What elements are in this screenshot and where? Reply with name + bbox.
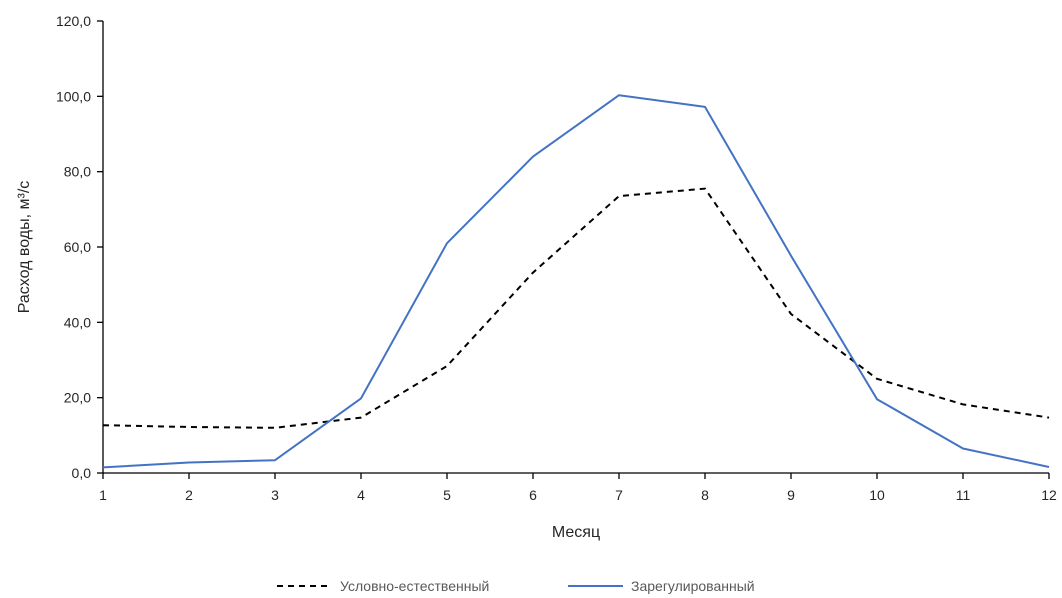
y-tick-label: 100,0	[56, 88, 91, 104]
series-line-1	[102, 187, 1050, 429]
y-tick-label: 80,0	[64, 164, 91, 180]
x-tick-label: 5	[443, 487, 451, 503]
x-tick-label: 4	[357, 487, 365, 503]
x-tick-label: 8	[701, 487, 709, 503]
y-tick-label: 0,0	[72, 465, 92, 481]
y-tick-label: 120,0	[56, 13, 91, 29]
x-tick-label: 7	[615, 487, 623, 503]
x-tick-label: 3	[271, 487, 279, 503]
y-ticks: 0,0 20,0 40,0 60,0 80,0 100,0 120,0	[56, 13, 103, 481]
series-line-2	[102, 94, 1050, 469]
legend-label-series-2: Зарегулированный	[631, 578, 755, 594]
x-tick-label: 11	[956, 487, 971, 503]
legend-label-series-1: Условно-естественный	[340, 578, 489, 594]
series-lines	[102, 94, 1050, 469]
y-axis-title: Расход воды, м³/с	[16, 181, 33, 314]
x-tick-label: 12	[1041, 487, 1057, 503]
x-tick-label: 9	[787, 487, 795, 503]
legend: Условно-естественный Зарегулированный	[277, 578, 755, 594]
x-tick-label: 6	[529, 487, 537, 503]
x-tick-label: 2	[185, 487, 193, 503]
x-axis-title: Месяц	[552, 524, 600, 541]
y-tick-label: 40,0	[64, 314, 91, 330]
y-tick-label: 20,0	[64, 390, 91, 406]
y-tick-label: 60,0	[64, 239, 91, 255]
x-ticks: 1 2 3 4 5 6 7 8 9 10 11 12	[99, 473, 1057, 503]
x-tick-label: 1	[99, 487, 107, 503]
x-tick-label: 10	[869, 487, 885, 503]
